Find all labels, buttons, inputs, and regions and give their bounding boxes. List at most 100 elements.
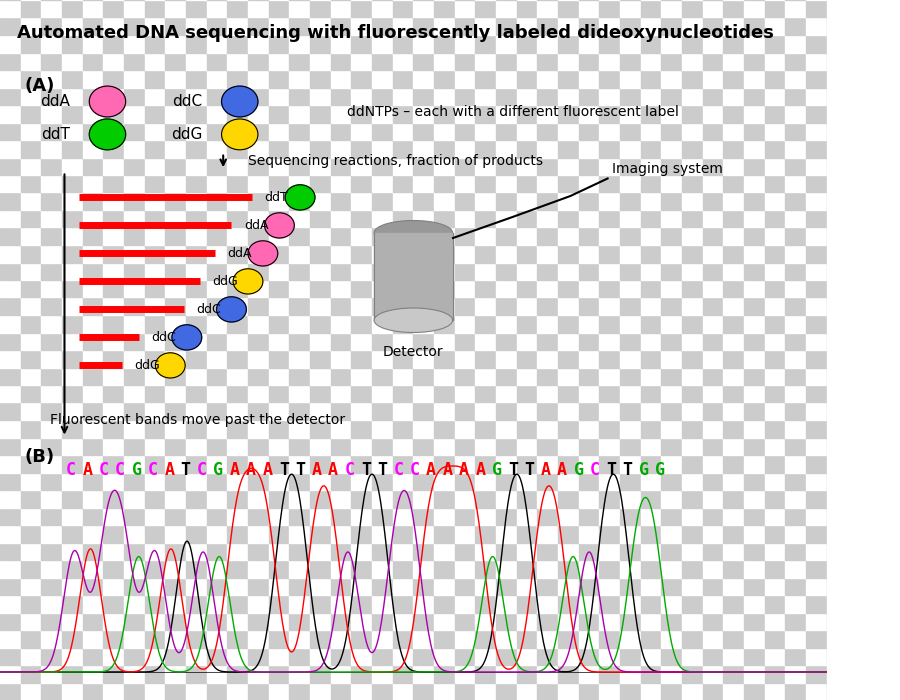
Bar <box>289 455 310 472</box>
Bar <box>21 612 41 630</box>
Bar <box>496 385 517 402</box>
Bar <box>186 52 207 70</box>
Bar <box>786 105 806 122</box>
Bar <box>641 52 662 70</box>
Bar <box>392 18 413 35</box>
Bar <box>434 140 454 158</box>
Bar <box>83 70 104 88</box>
Bar <box>372 0 392 18</box>
Bar <box>145 245 166 262</box>
Bar <box>41 473 62 490</box>
Bar <box>537 438 558 455</box>
Bar <box>434 70 454 88</box>
Bar <box>786 245 806 262</box>
Bar <box>662 158 682 175</box>
Bar <box>847 315 868 332</box>
Bar <box>41 298 62 315</box>
Bar <box>620 70 641 88</box>
Bar <box>847 262 868 280</box>
Bar <box>62 105 83 122</box>
Bar <box>21 315 41 332</box>
Bar <box>41 682 62 700</box>
Bar <box>21 158 41 175</box>
Bar <box>351 630 372 648</box>
Bar <box>537 18 558 35</box>
Bar <box>124 508 145 525</box>
Bar <box>372 612 392 630</box>
Bar <box>806 420 827 438</box>
Bar <box>310 420 330 438</box>
Bar <box>228 193 248 210</box>
Bar <box>124 245 145 262</box>
Bar <box>145 228 166 245</box>
Bar <box>413 262 434 280</box>
Bar <box>620 578 641 595</box>
Bar <box>228 368 248 385</box>
Bar <box>104 350 124 368</box>
Bar <box>269 193 289 210</box>
Bar <box>0 18 21 35</box>
Bar <box>0 595 21 612</box>
Bar <box>724 52 744 70</box>
Bar <box>475 262 496 280</box>
Bar <box>62 665 83 682</box>
Bar <box>124 368 145 385</box>
Bar <box>166 332 186 350</box>
Bar <box>41 490 62 507</box>
Bar <box>641 473 662 490</box>
Bar <box>41 210 62 228</box>
Bar <box>579 88 599 105</box>
Bar <box>145 560 166 577</box>
Bar <box>558 35 579 52</box>
Bar <box>806 193 827 210</box>
Bar <box>62 210 83 228</box>
Bar <box>765 350 786 368</box>
Bar <box>537 158 558 175</box>
Bar <box>434 438 454 455</box>
Bar <box>186 525 207 542</box>
Bar <box>662 438 682 455</box>
Bar <box>21 665 41 682</box>
Bar <box>434 455 454 472</box>
Bar <box>392 105 413 122</box>
Bar <box>186 648 207 665</box>
Bar <box>434 350 454 368</box>
Bar <box>599 402 620 420</box>
Bar <box>620 368 641 385</box>
Bar <box>269 175 289 192</box>
Bar <box>786 455 806 472</box>
Bar <box>641 280 662 298</box>
Bar <box>517 88 537 105</box>
Bar <box>186 368 207 385</box>
Bar <box>558 210 579 228</box>
Bar <box>496 210 517 228</box>
Bar <box>351 0 372 18</box>
Bar <box>207 35 228 52</box>
Bar <box>579 578 599 595</box>
Text: C: C <box>197 461 207 480</box>
Text: A: A <box>165 461 175 480</box>
Bar <box>145 665 166 682</box>
Bar <box>124 385 145 402</box>
Bar <box>641 525 662 542</box>
Bar <box>517 105 537 122</box>
Bar <box>620 280 641 298</box>
Bar <box>662 525 682 542</box>
Bar <box>454 612 475 630</box>
Bar <box>41 70 62 88</box>
Text: C: C <box>410 461 420 480</box>
Bar <box>827 140 847 158</box>
Bar <box>620 350 641 368</box>
Bar <box>641 88 662 105</box>
Bar <box>269 350 289 368</box>
Bar <box>145 508 166 525</box>
Text: ddC: ddC <box>151 331 176 344</box>
Bar <box>434 542 454 560</box>
Bar <box>186 612 207 630</box>
Bar <box>786 35 806 52</box>
Bar <box>662 52 682 70</box>
Bar <box>62 158 83 175</box>
Bar <box>330 508 351 525</box>
Bar <box>641 560 662 577</box>
Bar <box>104 158 124 175</box>
